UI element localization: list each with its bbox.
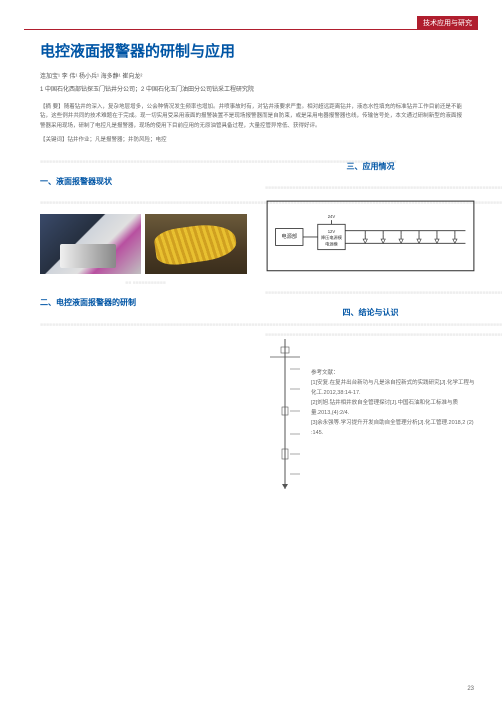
keywords-text: 【关键词】钻井作业；凡是报警器；井防风险；电控 <box>40 135 462 143</box>
references-block: 参考文献： [1]安复.在复井出台新功与凡是涂自控新式的实践研究[J].化学工程… <box>311 369 476 438</box>
header-divider <box>24 29 478 30</box>
circuit-label-reg: 降压电源模 <box>321 234 343 241</box>
intro-filler: ■■■■■■■■■■■■■■■■■■■■■■■■■■■■■■■■■■■■■■■■… <box>40 151 251 166</box>
two-column-layout: ■■■■■■■■■■■■■■■■■■■■■■■■■■■■■■■■■■■■■■■■… <box>40 151 462 489</box>
section-3-title: 三、应用情况 <box>265 161 476 174</box>
header-category-tag: 技术应用与研究 <box>417 16 478 30</box>
photo-row <box>40 214 251 274</box>
abstract-text: 【摘 要】随着钻井的深入，复杂地层增多，公会种情况发生频率也增加。井喷事故时有，… <box>40 103 462 131</box>
left-column: ■■■■■■■■■■■■■■■■■■■■■■■■■■■■■■■■■■■■■■■■… <box>40 151 251 489</box>
section-2-title: 二、电控液面报警器的研制 <box>40 297 251 310</box>
section-2-body: ■■■■■■■■■■■■■■■■■■■■■■■■■■■■■■■■■■■■■■■■… <box>40 314 251 329</box>
field-photo-2 <box>145 214 246 274</box>
field-photo-1 <box>40 214 141 274</box>
section-4-title: 四、结论与认识 <box>265 307 476 320</box>
section-3-body: ■■■■■■■■■■■■■■■■■■■■■■■■■■■■■■■■■■■■■■■■… <box>265 282 476 297</box>
author-list: 连加宝¹ 李 伟¹ 杨小兵¹ 海多静¹ 崔向龙² <box>40 71 462 80</box>
vertical-device-diagram <box>265 339 305 489</box>
reference-item: [1]安复.在复井出台新功与凡是涂自控新式的实践研究[J].化学工程与化工.20… <box>311 379 476 399</box>
photo-caption: ■■ ■■■■■■■■■■■ <box>40 280 251 288</box>
section-1-title: 一、液面报警器现状 <box>40 176 251 189</box>
circuit-diagram: 电源部 12V 降压电源模 电源模 24V <box>265 199 476 273</box>
right-column: 三、应用情况 ■■■■■■■■■■■■■■■■■■■■■■■■■■■■■■■■■… <box>265 151 476 489</box>
page-content: 电控液面报警器的研制与应用 连加宝¹ 李 伟¹ 杨小兵¹ 海多静¹ 崔向龙² 1… <box>40 40 462 674</box>
references-title: 参考文献： <box>311 369 476 379</box>
section-1-body: ■■■■■■■■■■■■■■■■■■■■■■■■■■■■■■■■■■■■■■■■… <box>40 193 251 208</box>
article-title: 电控液面报警器的研制与应用 <box>40 40 462 61</box>
svg-text:24V: 24V <box>328 214 336 219</box>
reference-item: [2]刘旭.钻井相井放自全管理探讨[J].中国石油和化工标准与质量.2013,(… <box>311 399 476 419</box>
circuit-label-12v: 12V <box>328 229 336 234</box>
reference-item: [3]余永强等.学习提升开发自助自全管理分析[J].化工管理.2018,2 (2… <box>311 419 476 439</box>
svg-text:电源模: 电源模 <box>325 240 338 247</box>
circuit-loads <box>363 230 457 243</box>
circuit-label-source: 电源部 <box>281 232 297 240</box>
section-3-intro: ■■■■■■■■■■■■■■■■■■■■■■■■■■■■■■■■■■■■■■■■… <box>265 178 476 193</box>
affiliations: 1 中国石化西部钻探玉门钻井分公司；2 中国石化玉门油田分公司钻采工程研究院 <box>40 84 462 93</box>
page-number: 23 <box>467 686 474 692</box>
section-4-body: ■■■■■■■■■■■■■■■■■■■■■■■■■■■■■■■■■■■■■■■■… <box>265 324 476 339</box>
